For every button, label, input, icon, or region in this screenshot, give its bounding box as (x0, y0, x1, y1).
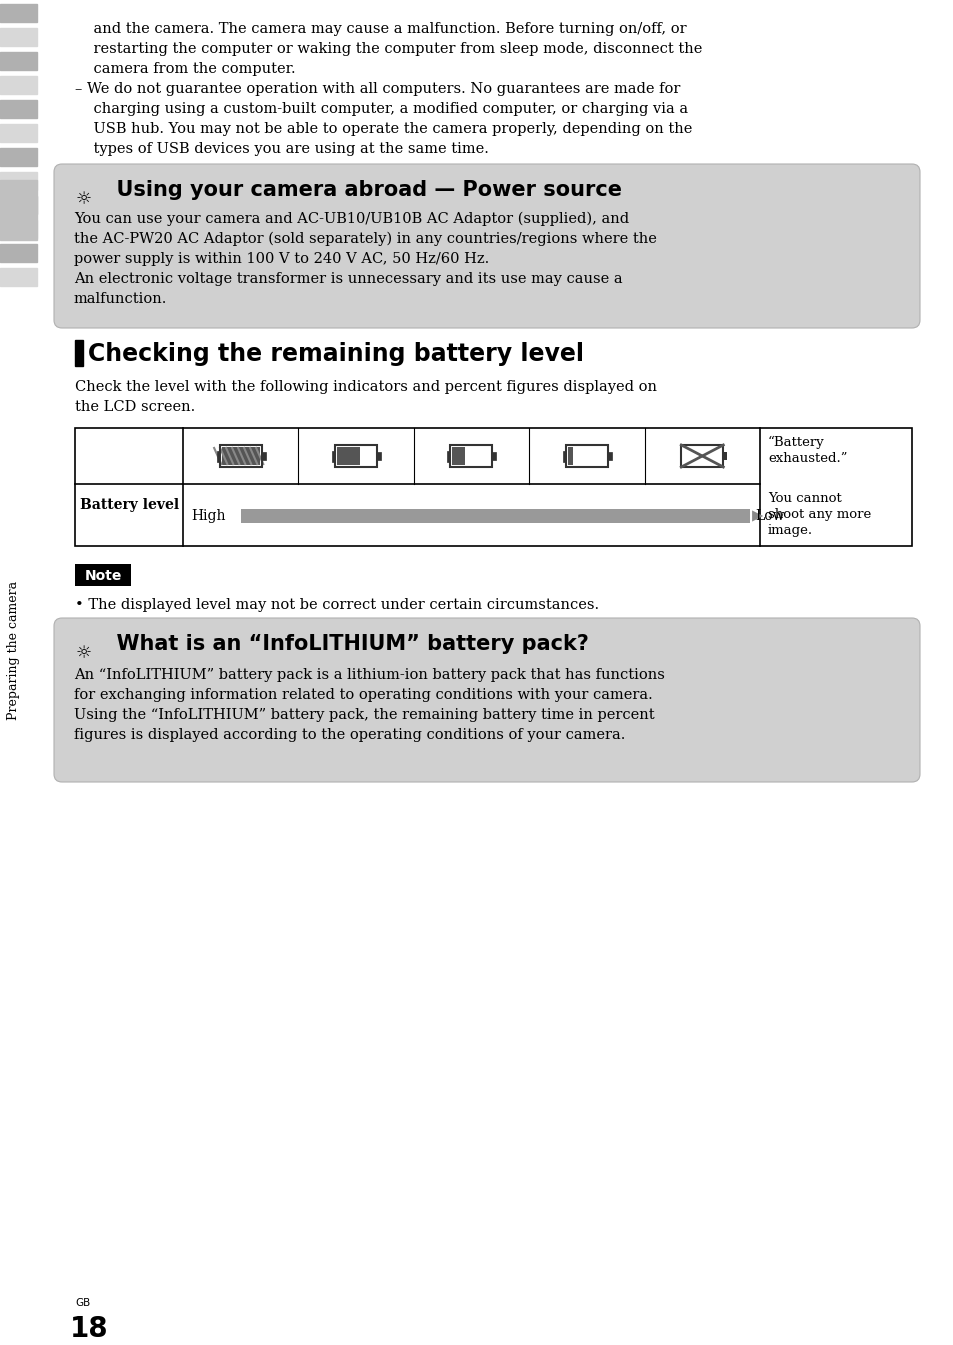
Text: types of USB devices you are using at the same time.: types of USB devices you are using at th… (75, 143, 488, 156)
Bar (75, 428, 911, 546)
Text: for exchanging information related to operating conditions with your camera.: for exchanging information related to op… (74, 689, 652, 702)
Bar (0, 28, 37, 46)
Bar (0, 4, 37, 22)
Bar (0, 221, 37, 238)
Text: ☼: ☼ (76, 644, 92, 662)
Text: Low: Low (754, 508, 783, 523)
Text: the LCD screen.: the LCD screen. (75, 399, 195, 414)
Bar (680, 445, 722, 467)
Text: • The displayed level may not be correct under certain circumstances.: • The displayed level may not be correct… (75, 599, 598, 612)
Bar (216, 451, 219, 461)
Bar (0, 52, 37, 70)
Text: You can use your camera and AC-UB10/UB10B AC Adaptor (supplied), and: You can use your camera and AC-UB10/UB10… (74, 213, 628, 226)
Bar (565, 445, 607, 467)
Bar (219, 445, 261, 467)
Bar (0, 124, 37, 143)
Text: exhausted.”: exhausted.” (767, 452, 846, 465)
Text: High: High (191, 508, 225, 523)
Text: ☼: ☼ (76, 190, 92, 208)
Bar (607, 452, 611, 460)
Text: figures is displayed according to the operating conditions of your camera.: figures is displayed according to the op… (74, 728, 625, 742)
Text: An “InfoLITHIUM” battery pack is a lithium-ion battery pack that has functions: An “InfoLITHIUM” battery pack is a lithi… (74, 668, 664, 682)
Text: Checking the remaining battery level: Checking the remaining battery level (88, 342, 583, 366)
Bar (450, 445, 492, 467)
Text: USB hub. You may not be able to operate the camera properly, depending on the: USB hub. You may not be able to operate … (75, 122, 692, 136)
Bar (0, 77, 37, 94)
Bar (0, 148, 37, 165)
Bar (221, 447, 259, 465)
Text: Note: Note (84, 569, 122, 582)
Bar (261, 452, 266, 460)
Text: the AC-PW20 AC Adaptor (sold separately) in any countries/regions where the: the AC-PW20 AC Adaptor (sold separately)… (74, 231, 657, 246)
Bar (0, 268, 37, 286)
Text: 18: 18 (70, 1315, 109, 1344)
Text: camera from the computer.: camera from the computer. (75, 62, 295, 77)
Text: Using the “InfoLITHIUM” battery pack, the remaining battery time in percent: Using the “InfoLITHIUM” battery pack, th… (74, 707, 654, 722)
Bar (332, 451, 335, 461)
Bar (680, 445, 722, 467)
Text: You cannot: You cannot (767, 492, 841, 504)
FancyBboxPatch shape (54, 617, 919, 781)
Bar (0, 100, 37, 118)
Text: – We do not guarantee operation with all computers. No guarantees are made for: – We do not guarantee operation with all… (75, 82, 679, 95)
Bar (450, 445, 492, 467)
Text: “Battery: “Battery (767, 436, 824, 449)
Bar (565, 445, 607, 467)
Text: Using your camera abroad — Power source: Using your camera abroad — Power source (102, 180, 621, 200)
Text: Preparing the camera: Preparing the camera (8, 581, 20, 720)
Text: shoot any more: shoot any more (767, 508, 870, 521)
Text: restarting the computer or waking the computer from sleep mode, disconnect the: restarting the computer or waking the co… (75, 42, 701, 56)
Bar (75, 564, 131, 586)
Bar (492, 452, 496, 460)
FancyBboxPatch shape (54, 164, 919, 328)
Bar (562, 451, 565, 461)
Text: image.: image. (767, 525, 812, 537)
Text: Check the level with the following indicators and percent figures displayed on: Check the level with the following indic… (75, 381, 657, 394)
Text: Battery level: Battery level (80, 498, 179, 512)
Text: charging using a custom-built computer, a modified computer, or charging via a: charging using a custom-built computer, … (75, 102, 687, 116)
Text: GB: GB (75, 1298, 91, 1307)
Bar (335, 445, 376, 467)
Text: What is an “InfoLITHIUM” battery pack?: What is an “InfoLITHIUM” battery pack? (102, 633, 588, 654)
Bar (722, 452, 726, 460)
Bar (0, 196, 37, 214)
Text: power supply is within 100 V to 240 V AC, 50 Hz/60 Hz.: power supply is within 100 V to 240 V AC… (74, 252, 489, 266)
Text: malfunction.: malfunction. (74, 292, 167, 307)
Bar (452, 447, 465, 465)
Bar (219, 445, 261, 467)
Bar (0, 243, 37, 262)
Bar (567, 447, 573, 465)
Bar (447, 451, 450, 461)
Bar (241, 508, 749, 523)
Bar (335, 445, 376, 467)
Bar (0, 172, 37, 190)
Bar (0, 180, 37, 239)
Text: An electronic voltage transformer is unnecessary and its use may cause a: An electronic voltage transformer is unn… (74, 272, 622, 286)
Bar (336, 447, 359, 465)
Bar (75, 340, 83, 366)
Bar (376, 452, 380, 460)
Text: and the camera. The camera may cause a malfunction. Before turning on/off, or: and the camera. The camera may cause a m… (75, 22, 686, 36)
